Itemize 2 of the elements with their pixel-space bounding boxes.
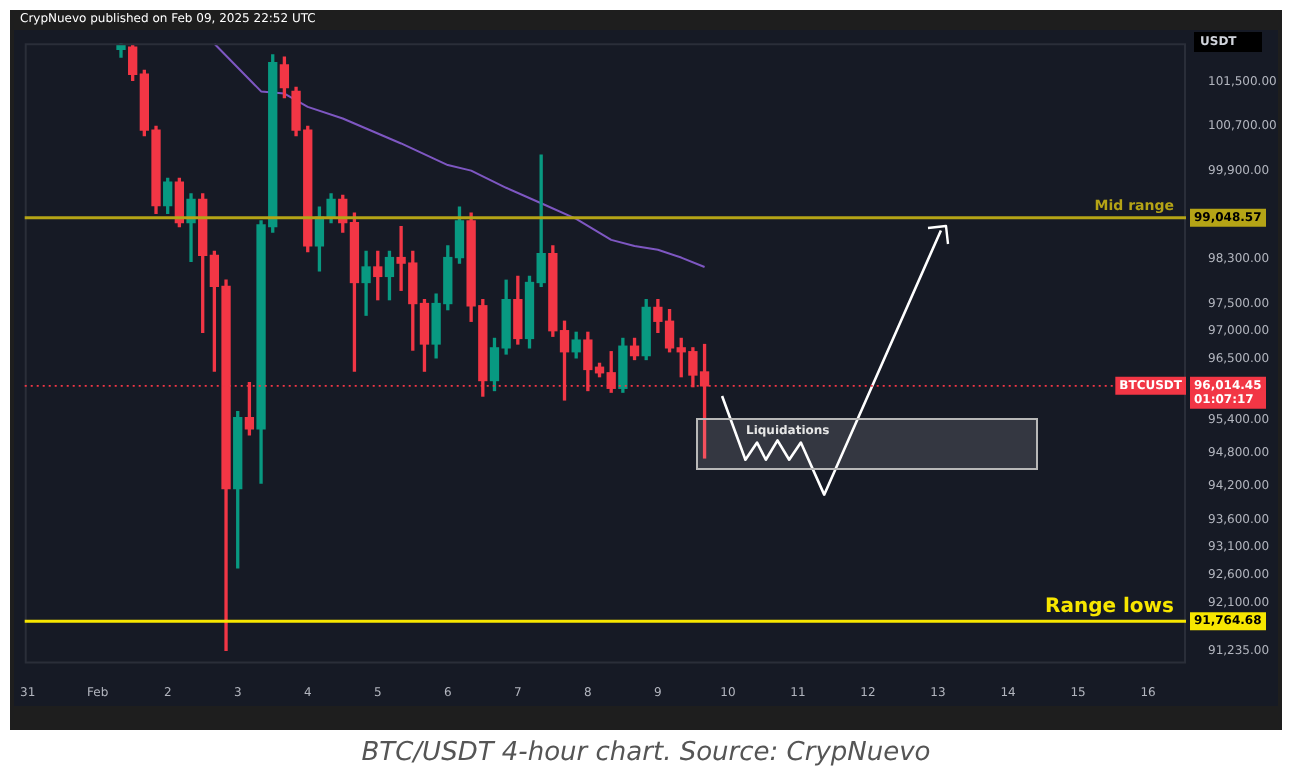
text: BTC/USDT 4-hour chart. Source: CrypNuevo [359,738,933,768]
ref-line-label: Range lows [1045,596,1175,619]
